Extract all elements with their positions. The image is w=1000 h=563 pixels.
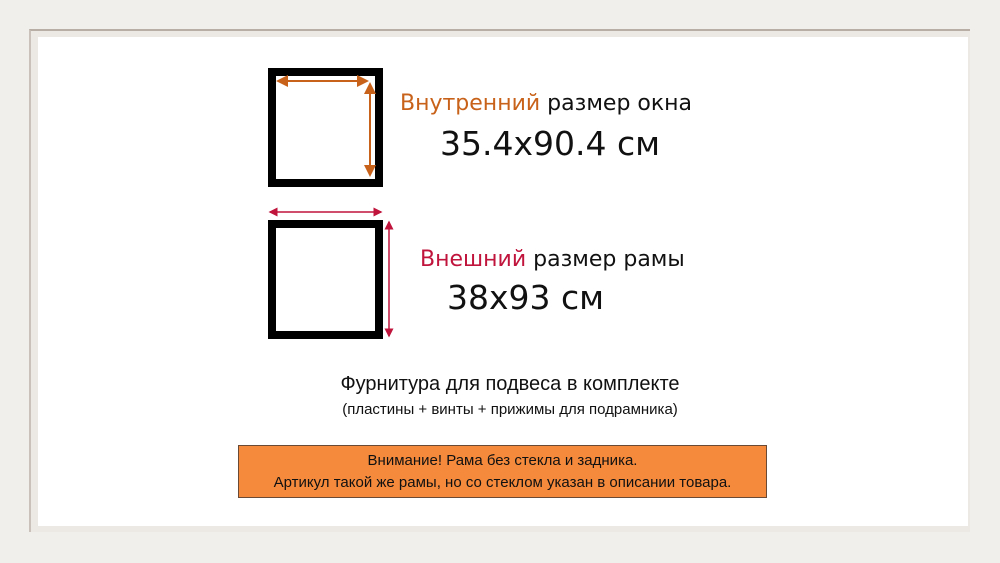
outer-highlight: Внешний [420,247,527,272]
hardware-title: Фурнитура для подвеса в комплекте [340,373,680,395]
frame-mat [38,37,968,526]
notice-line-2: Артикул такой же рамы, но со стеклом ука… [273,474,732,491]
outer-size-value: 38x93 см [447,278,605,317]
hardware-subtitle: (пластины + винты + прижимы для подрамни… [342,401,678,418]
inner-size-frame-icon [268,68,383,187]
notice-line-1: Внимание! Рама без стекла и задника. [367,452,638,469]
outer-label-rest: размер рамы [526,247,685,272]
inner-size-value: 35.4x90.4 см [440,124,661,163]
outer-size-frame-icon [268,220,383,339]
outer-size-label: Внешний размер рамы [420,247,685,272]
inner-size-label: Внутренний размер окна [400,91,692,116]
inner-highlight: Внутренний [400,91,541,116]
inner-label-rest: размер окна [540,91,693,116]
notice-box: Внимание! Рама без стекла и задника. Арт… [238,445,767,498]
